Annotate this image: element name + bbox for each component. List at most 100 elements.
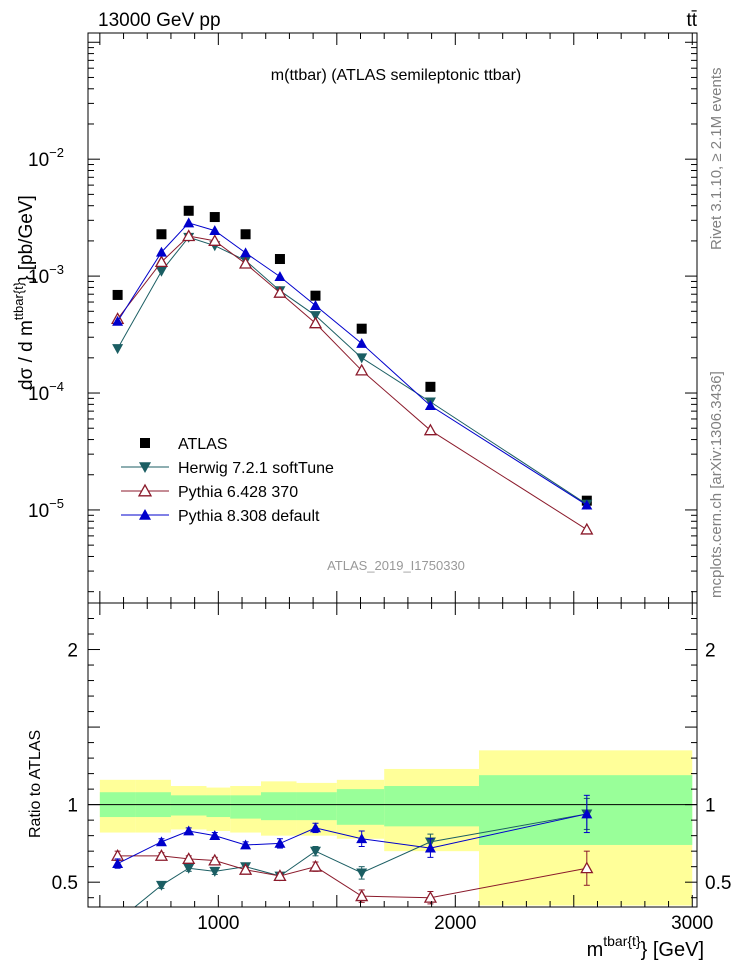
x-axis-label: mtbar{t}} [GeV] <box>587 933 704 961</box>
ratio-y-tick-label: 0.5 <box>52 873 78 894</box>
main-data-layer <box>111 205 594 535</box>
uncertainty-band-inner <box>206 795 231 818</box>
ratio-y-tick-label: 2 <box>67 641 78 662</box>
plot-title: m(ttbar) (ATLAS semileptonic ttbar) <box>271 67 521 84</box>
ratio-point <box>112 917 123 927</box>
ratio-point <box>355 889 369 902</box>
legend: ATLAS Herwig 7.2.1 softTune Pythia 6.428 3… <box>121 436 334 525</box>
x-tick-label: 3000 <box>671 913 713 934</box>
ratio-point <box>424 842 436 853</box>
ratio-point <box>273 869 287 882</box>
ratio-y-tick-label-right: 2 <box>705 641 716 662</box>
main-point <box>112 344 124 355</box>
ratio-series-line <box>117 813 587 865</box>
uncertainty-band-inner <box>230 795 261 819</box>
main-point <box>154 255 169 268</box>
main-point <box>240 247 252 258</box>
ratio-y-axis-label: Ratio to ATLAS <box>27 730 44 838</box>
mcplots-label: mcplots.cern.ch [arXiv:1306.3436] <box>708 371 725 598</box>
main-series-line <box>117 235 588 530</box>
main-point <box>356 323 367 334</box>
ratio-y-tick-label-right: 0.5 <box>705 873 731 894</box>
ratio-series-line <box>133 813 587 907</box>
ratio-point <box>356 868 368 879</box>
main-y-axis-label: dσ / d mttbar{t}} [pb/GeV] <box>11 195 37 390</box>
main-point <box>355 363 369 376</box>
main-point <box>183 205 194 216</box>
main-point <box>209 225 221 235</box>
main-y-tick-label: 10−4 <box>28 379 64 405</box>
main-point <box>424 400 436 411</box>
ratio-axes: 1000 2000 3000 0.5 0.5 1 1 2 2 <box>52 602 731 934</box>
rivet-label: Rivet 3.1.10, ≥ 2.1M events <box>708 68 725 251</box>
ratio-point <box>183 863 195 874</box>
main-point <box>155 266 167 277</box>
uncertainty-band-inner <box>260 792 297 821</box>
ratio-frame <box>87 602 698 908</box>
ratio-point <box>182 852 196 864</box>
main-y-tick-label: 10−5 <box>28 496 64 522</box>
ratio-point <box>209 830 221 841</box>
main-point <box>310 290 321 301</box>
main-point <box>309 311 321 322</box>
uncertainty-band-inner <box>170 795 207 816</box>
ratio-point <box>209 866 221 877</box>
header-process: tt̄ <box>686 10 697 31</box>
x-tick-label: 1000 <box>197 913 239 934</box>
legend-label: Pythia 6.428 370 <box>178 484 298 501</box>
x-tick-label: 2000 <box>434 913 476 934</box>
main-point <box>238 256 253 269</box>
main-point <box>356 338 368 348</box>
legend-label: Herwig 7.2.1 softTune <box>178 460 334 477</box>
uncertainty-band-inner <box>384 786 479 827</box>
ratio-point <box>112 858 124 868</box>
ratio-y-tick-label-right: 1 <box>705 796 716 817</box>
main-point <box>274 271 286 282</box>
main-point <box>581 499 593 510</box>
ratio-point <box>240 839 252 850</box>
analysis-watermark: ATLAS_2019_I1750330 <box>327 558 465 573</box>
ratio-point <box>581 808 593 819</box>
ratio-point <box>155 880 167 891</box>
main-y-tick-label: 10−2 <box>28 145 64 171</box>
ratio-y-tick-label: 1 <box>67 796 78 817</box>
ratio-point <box>155 836 167 847</box>
legend-label: ATLAS <box>178 436 228 453</box>
main-point <box>309 300 321 310</box>
main-point <box>425 381 436 392</box>
main-axes: 10−5 10−4 10−3 10−2 <box>28 32 698 604</box>
main-point <box>274 254 285 265</box>
uncertainty-band-inner <box>296 792 337 821</box>
legend-marker <box>137 483 153 497</box>
ratio-series-line <box>117 855 587 899</box>
ratio-point <box>183 825 195 836</box>
main-point <box>240 229 251 240</box>
main-point <box>208 234 222 246</box>
ratio-point <box>309 846 321 857</box>
ratio-point <box>274 837 286 848</box>
main-point <box>209 212 220 223</box>
main-point <box>155 246 167 257</box>
main-point <box>273 285 287 298</box>
main-point <box>112 289 123 300</box>
main-point <box>182 229 196 242</box>
header-energy: 13000 GeV pp <box>98 10 221 31</box>
main-plot-panel: 10−5 10−4 10−3 10−2 m(ttbar) (ATLAS semilep… <box>11 32 698 604</box>
legend-marker <box>139 509 151 520</box>
ratio-series-group <box>111 794 594 927</box>
legend-marker <box>140 438 150 448</box>
main-series-line <box>117 222 588 506</box>
main-point <box>183 217 195 228</box>
main-series-line <box>117 236 588 505</box>
main-point <box>356 353 368 364</box>
main-point <box>308 316 323 329</box>
main-point <box>112 315 124 326</box>
legend-label: Pythia 8.308 default <box>178 508 320 525</box>
main-point <box>423 423 438 436</box>
ratio-plot-panel: 1000 2000 3000 0.5 0.5 1 1 2 2 Ratio to ATLAS mt… <box>27 602 731 961</box>
ratio-data-layer <box>88 750 697 927</box>
ratio-point <box>208 853 222 866</box>
ratio-point <box>309 822 321 833</box>
ratio-point <box>154 848 169 861</box>
